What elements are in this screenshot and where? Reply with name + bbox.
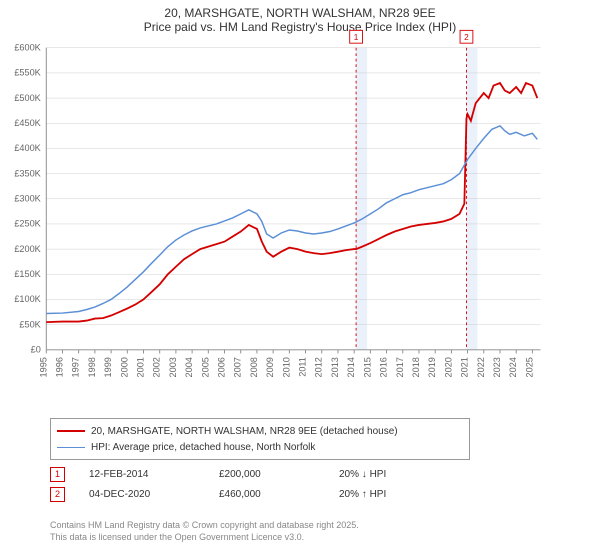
- svg-text:2: 2: [464, 33, 469, 42]
- svg-text:2015: 2015: [362, 357, 372, 377]
- svg-text:2007: 2007: [233, 357, 243, 377]
- sale-price: £200,000: [219, 469, 339, 480]
- svg-text:2012: 2012: [314, 357, 324, 377]
- chart-area: £0£50K£100K£150K£200K£250K£300K£350K£400…: [50, 42, 590, 412]
- svg-text:2016: 2016: [379, 357, 389, 377]
- svg-text:1997: 1997: [71, 357, 81, 377]
- svg-text:2009: 2009: [265, 357, 275, 377]
- sale-row: 1 12-FEB-2014£200,00020% ↓ HPI: [50, 464, 530, 484]
- svg-text:2006: 2006: [217, 357, 227, 377]
- svg-text:2021: 2021: [460, 357, 470, 377]
- attribution-line-2: This data is licensed under the Open Gov…: [50, 532, 359, 544]
- svg-text:£550K: £550K: [14, 68, 40, 78]
- legend-item: 20, MARSHGATE, NORTH WALSHAM, NR28 9EE (…: [57, 423, 463, 439]
- svg-text:2019: 2019: [427, 357, 437, 377]
- chart-svg: £0 £50K £100K £150K £200K £250K £300K £350K £400…: [6, 22, 546, 392]
- sale-date: 12-FEB-2014: [89, 469, 219, 480]
- svg-text:2022: 2022: [476, 357, 486, 377]
- svg-text:£100K: £100K: [14, 294, 40, 304]
- svg-text:£250K: £250K: [14, 219, 40, 229]
- svg-text:2004: 2004: [184, 357, 194, 377]
- svg-text:2011: 2011: [298, 357, 308, 377]
- svg-text:2024: 2024: [508, 357, 518, 377]
- legend-label: 20, MARSHGATE, NORTH WALSHAM, NR28 9EE (…: [91, 426, 398, 437]
- svg-text:1999: 1999: [103, 357, 113, 377]
- sale-price: £460,000: [219, 489, 339, 500]
- svg-text:2023: 2023: [492, 357, 502, 377]
- sale-marker: 1: [50, 467, 65, 482]
- svg-text:2013: 2013: [330, 357, 340, 377]
- svg-text:2008: 2008: [249, 357, 259, 377]
- svg-text:£150K: £150K: [14, 269, 40, 279]
- sale-row: 2 04-DEC-2020£460,00020% ↑ HPI: [50, 484, 530, 504]
- svg-text:£0: £0: [31, 345, 41, 355]
- svg-text:2001: 2001: [135, 357, 145, 377]
- svg-text:2002: 2002: [152, 357, 162, 377]
- svg-text:£400K: £400K: [14, 143, 40, 153]
- sale-delta: 20% ↓ HPI: [339, 469, 459, 480]
- svg-text:£600K: £600K: [14, 42, 40, 52]
- svg-text:£500K: £500K: [14, 93, 40, 103]
- sale-delta: 20% ↑ HPI: [339, 489, 459, 500]
- svg-text:£200K: £200K: [14, 244, 40, 254]
- sale-date: 04-DEC-2020: [89, 489, 219, 500]
- legend: 20, MARSHGATE, NORTH WALSHAM, NR28 9EE (…: [50, 418, 470, 460]
- title-line-1: 20, MARSHGATE, NORTH WALSHAM, NR28 9EE: [0, 6, 600, 20]
- svg-text:2018: 2018: [411, 357, 421, 377]
- svg-text:2025: 2025: [524, 357, 534, 377]
- svg-text:1998: 1998: [87, 357, 97, 377]
- svg-text:1: 1: [354, 33, 359, 42]
- attribution: Contains HM Land Registry data © Crown c…: [50, 520, 359, 543]
- svg-text:£450K: £450K: [14, 118, 40, 128]
- legend-swatch: [57, 447, 85, 448]
- legend-item: HPI: Average price, detached house, Nort…: [57, 439, 463, 455]
- svg-text:2000: 2000: [119, 357, 129, 377]
- svg-text:2003: 2003: [168, 357, 178, 377]
- svg-text:2014: 2014: [346, 357, 356, 377]
- svg-text:2005: 2005: [200, 357, 210, 377]
- svg-text:£350K: £350K: [14, 168, 40, 178]
- svg-text:2010: 2010: [281, 357, 291, 377]
- chart-container: 20, MARSHGATE, NORTH WALSHAM, NR28 9EE P…: [0, 0, 600, 560]
- svg-text:1995: 1995: [38, 357, 48, 377]
- svg-text:2020: 2020: [443, 357, 453, 377]
- svg-text:2017: 2017: [395, 357, 405, 377]
- attribution-line-1: Contains HM Land Registry data © Crown c…: [50, 520, 359, 532]
- sales-table: 1 12-FEB-2014£200,00020% ↓ HPI 2 04-DEC-202…: [50, 464, 530, 504]
- legend-label: HPI: Average price, detached house, Nort…: [91, 442, 315, 453]
- sale-marker: 2: [50, 487, 65, 502]
- legend-swatch: [57, 430, 85, 432]
- svg-text:£50K: £50K: [19, 319, 40, 329]
- svg-text:£300K: £300K: [14, 194, 40, 204]
- svg-text:1996: 1996: [54, 357, 64, 377]
